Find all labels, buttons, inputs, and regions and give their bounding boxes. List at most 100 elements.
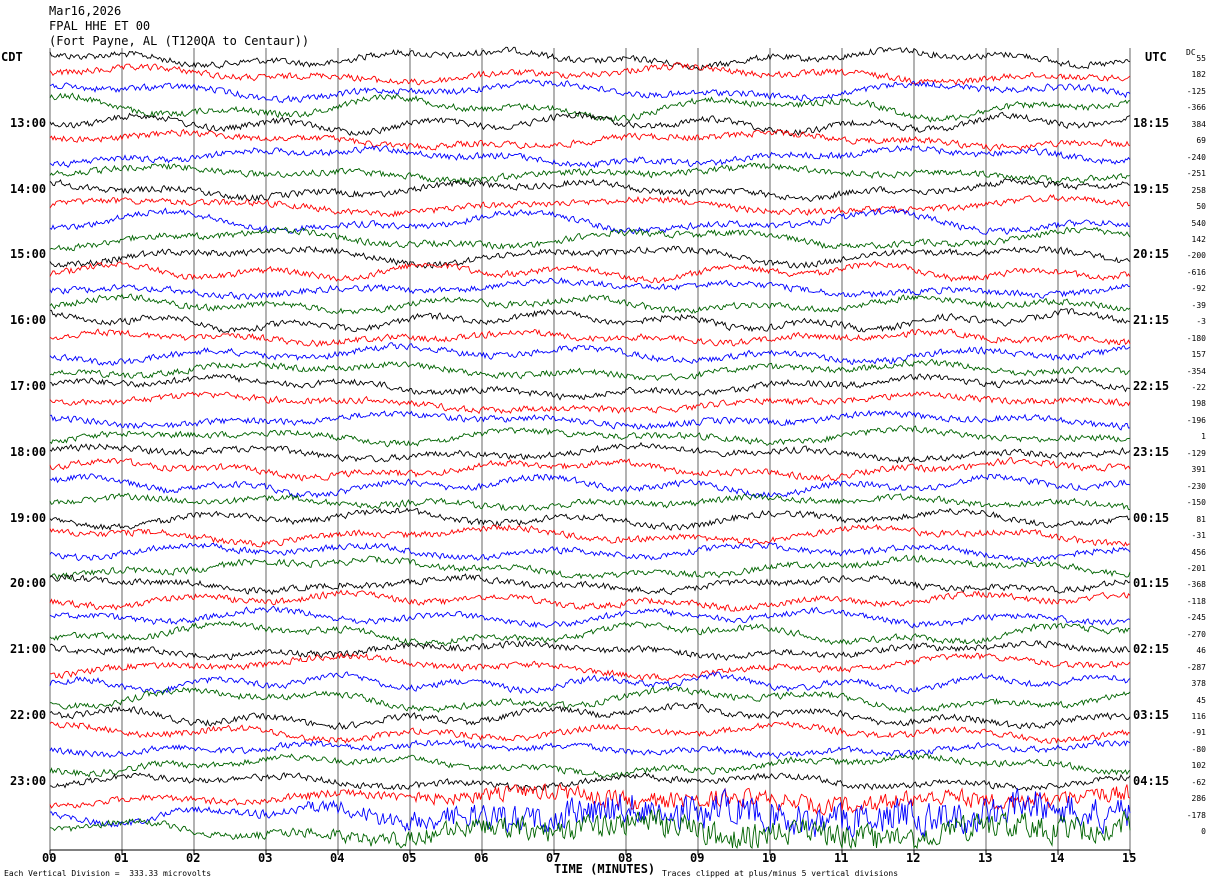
left-axis-label: CDT xyxy=(1,50,23,64)
dc-offset-label: -230 xyxy=(1186,481,1206,491)
right-hour-label: 21:15 xyxy=(1133,313,1170,328)
dc-offset-label: -354 xyxy=(1186,366,1206,376)
trace-line-16 xyxy=(50,308,1131,333)
dc-offset-label: -91 xyxy=(1191,728,1206,738)
x-tick-label: 09 xyxy=(690,851,705,865)
x-tick-label: 14 xyxy=(1050,851,1065,865)
trace-line-46 xyxy=(49,787,1131,839)
trace-line-35 xyxy=(49,621,1131,647)
footer-clip-note: Traces clipped at plus/minus 5 vertical … xyxy=(662,869,899,878)
trace-line-42 xyxy=(49,739,1131,760)
dc-offset-label: -118 xyxy=(1186,596,1206,606)
dc-offset-label: 198 xyxy=(1191,399,1206,409)
trace-line-28 xyxy=(49,507,1131,531)
right-hour-label: 20:15 xyxy=(1133,247,1170,262)
left-hour-label: 22:00 xyxy=(10,708,47,722)
x-tick-label: 11 xyxy=(834,851,849,865)
x-tick-label: 01 xyxy=(114,851,129,865)
dc-offset-label: -366 xyxy=(1186,103,1206,113)
dc-offset-label: -201 xyxy=(1186,563,1206,573)
x-tick-label: 04 xyxy=(330,851,345,865)
left-hour-label: 15:00 xyxy=(10,247,47,262)
trace-line-0 xyxy=(49,46,1131,71)
dc-offset-label: -125 xyxy=(1186,86,1206,96)
dc-offset-label: 81 xyxy=(1196,514,1206,524)
trace-line-47 xyxy=(49,808,1131,850)
right-hour-label: 00:15 xyxy=(1133,510,1170,525)
footer-scale-note: Each Vertical Division = 333.33 microvol… xyxy=(4,869,212,878)
trace-line-31 xyxy=(49,554,1131,581)
dc-offset-label: -180 xyxy=(1186,333,1206,343)
trace-line-26 xyxy=(49,473,1131,499)
dc-offset-label: -616 xyxy=(1186,267,1206,277)
left-hour-label: 16:00 xyxy=(10,313,47,328)
dc-offset-label: -80 xyxy=(1191,744,1206,754)
dc-offset-label: -22 xyxy=(1191,383,1206,392)
x-axis-ticks xyxy=(49,850,1131,855)
x-tick-label: 06 xyxy=(474,851,489,865)
trace-line-23 xyxy=(49,425,1131,448)
trace-line-44 xyxy=(49,771,1131,792)
trace-line-29 xyxy=(49,524,1130,548)
dc-offset-label: -240 xyxy=(1186,152,1206,162)
right-hour-label: 02:15 xyxy=(1133,642,1170,657)
x-tick-label: 08 xyxy=(618,851,633,865)
x-tick-label: 05 xyxy=(402,851,417,865)
trace-line-4 xyxy=(49,111,1131,137)
trace-line-40 xyxy=(49,702,1131,731)
trace-line-10 xyxy=(49,207,1131,236)
trace-line-24 xyxy=(49,441,1131,464)
dc-offset-label: 46 xyxy=(1196,646,1206,656)
dc-offset-label: -200 xyxy=(1186,251,1206,261)
trace-line-36 xyxy=(49,639,1131,661)
right-hour-label: 18:15 xyxy=(1133,115,1170,130)
trace-line-2 xyxy=(49,79,1131,104)
trace-line-15 xyxy=(49,293,1131,315)
trace-line-33 xyxy=(49,589,1131,613)
trace-line-14 xyxy=(49,277,1131,301)
x-tick-label: 00 xyxy=(42,851,57,865)
dc-offset-label: -287 xyxy=(1186,662,1206,672)
right-hour-label: 04:15 xyxy=(1133,773,1170,788)
dc-offset-label: 142 xyxy=(1191,234,1206,244)
left-hour-label: 14:00 xyxy=(10,181,47,196)
left-hour-label: 21:00 xyxy=(10,642,47,657)
dc-offset-label: 456 xyxy=(1191,547,1206,557)
x-tick-label: 02 xyxy=(186,851,201,865)
dc-offset-label: -3 xyxy=(1196,317,1206,327)
trace-line-30 xyxy=(49,542,1131,563)
dc-offset-label: -251 xyxy=(1186,169,1206,179)
dc-offset-label: 55 xyxy=(1196,54,1206,63)
dc-offset-label: 258 xyxy=(1191,185,1206,195)
chart-date: Mar16,2026 xyxy=(49,4,122,18)
x-axis-title: TIME (MINUTES) xyxy=(554,862,656,876)
trace-line-9 xyxy=(49,194,1131,218)
trace-line-39 xyxy=(50,685,1131,714)
trace-line-32 xyxy=(49,573,1131,596)
dc-offset-label: -368 xyxy=(1186,580,1206,590)
trace-line-5 xyxy=(49,128,1131,152)
dc-offset-label: 384 xyxy=(1191,119,1206,129)
left-hour-label: 23:00 xyxy=(10,773,47,788)
trace-line-17 xyxy=(49,328,1131,348)
dc-offset-label: -92 xyxy=(1191,284,1206,294)
trace-line-19 xyxy=(49,358,1131,382)
trace-line-38 xyxy=(49,671,1131,695)
dc-offset-label: -270 xyxy=(1186,629,1206,639)
trace-line-3 xyxy=(49,92,1131,123)
trace-line-13 xyxy=(49,260,1131,284)
dc-offset-label: 69 xyxy=(1196,136,1206,146)
chart-station: FPAL HHE ET 00 xyxy=(49,19,151,33)
dc-offset-label: 286 xyxy=(1191,794,1206,804)
minute-gridlines xyxy=(49,48,1131,851)
right-hour-label: 23:15 xyxy=(1133,444,1170,459)
dc-offset-label: 45 xyxy=(1196,695,1206,705)
dc-offset-label: -196 xyxy=(1186,415,1206,425)
dc-offset-label: 102 xyxy=(1191,761,1206,771)
right-hour-label: 19:15 xyxy=(1133,181,1170,196)
x-tick-label: 10 xyxy=(762,851,777,865)
trace-line-7 xyxy=(49,162,1131,185)
trace-line-20 xyxy=(49,373,1131,401)
x-tick-label: 13 xyxy=(978,851,993,865)
